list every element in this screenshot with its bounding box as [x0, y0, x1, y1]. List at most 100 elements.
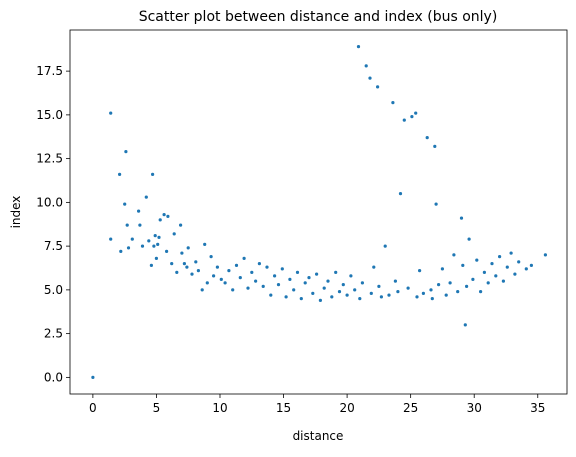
data-point [494, 274, 498, 278]
data-point [517, 260, 521, 264]
data-point [434, 202, 438, 206]
data-point [137, 209, 141, 213]
x-tick-label: 5 [153, 401, 161, 415]
data-point [209, 255, 213, 259]
data-point [205, 281, 209, 285]
y-tick-label: 15.0 [36, 108, 63, 122]
data-point [144, 195, 148, 199]
data-point [157, 235, 161, 239]
data-point [387, 293, 391, 297]
data-point [292, 288, 296, 292]
data-point [513, 272, 517, 276]
data-point [231, 288, 235, 292]
data-point [153, 234, 157, 238]
y-axis-label: index [9, 196, 23, 229]
data-point [425, 136, 429, 140]
x-axis: 0 5 10 15 20 25 30 35 [89, 394, 545, 415]
data-point [529, 263, 534, 267]
data-point [273, 274, 277, 278]
data-point [379, 295, 383, 299]
data-point [234, 263, 239, 267]
y-tick-label: 2.5 [44, 327, 63, 341]
data-point [356, 45, 361, 49]
data-point [123, 202, 127, 206]
data-point [452, 253, 456, 257]
data-point [396, 290, 400, 294]
data-point [288, 277, 292, 281]
data-point [147, 239, 151, 243]
data-point [175, 270, 179, 274]
data-point [461, 263, 465, 267]
data-point [269, 293, 273, 297]
data-point [315, 272, 319, 276]
data-point [186, 246, 190, 250]
data-point [391, 101, 395, 105]
data-point [125, 223, 129, 227]
data-point [140, 244, 145, 248]
data-point [190, 272, 194, 276]
data-point [318, 298, 322, 302]
data-point [345, 293, 349, 297]
data-point [242, 256, 246, 260]
data-point [166, 214, 170, 218]
data-point [265, 265, 269, 269]
y-tick-label: 7.5 [44, 239, 63, 253]
data-point [158, 218, 162, 222]
x-tick-label: 30 [467, 401, 482, 415]
x-tick-label: 15 [276, 401, 291, 415]
data-point [250, 270, 254, 274]
data-point [212, 274, 216, 278]
chart-title: Scatter plot between distance and index … [139, 9, 498, 25]
data-point [246, 286, 250, 290]
data-point [295, 270, 300, 274]
data-point [280, 267, 284, 271]
data-point [303, 281, 307, 285]
data-point [261, 284, 265, 288]
data-point [172, 232, 176, 236]
data-point [254, 279, 258, 283]
data-point [196, 269, 200, 273]
data-point [200, 288, 204, 292]
data-point [322, 286, 326, 290]
x-tick-label: 25 [403, 401, 418, 415]
data-point [179, 223, 183, 227]
data-point [307, 276, 311, 280]
data-point [353, 288, 357, 292]
data-points [91, 45, 548, 379]
data-point [276, 283, 281, 287]
data-point [182, 262, 186, 266]
data-point [383, 244, 387, 248]
data-point [337, 290, 342, 294]
data-point [257, 262, 261, 266]
data-point [330, 295, 334, 299]
y-axis: 0.0 2.5 5.0 7.5 10.0 12.5 15.0 17.5 [36, 64, 70, 384]
data-point [465, 284, 469, 288]
data-point [223, 281, 227, 285]
y-tick-label: 5.0 [44, 283, 63, 297]
data-point [509, 251, 513, 255]
data-point [437, 283, 441, 287]
data-point [118, 172, 122, 176]
data-point [486, 281, 490, 285]
data-point [364, 64, 368, 68]
data-point [185, 265, 189, 269]
data-point [360, 281, 364, 285]
y-tick-label: 17.5 [36, 64, 63, 78]
data-point [398, 192, 403, 196]
data-point [376, 85, 380, 89]
data-point [377, 284, 381, 288]
data-point [156, 242, 160, 246]
data-point [180, 251, 184, 255]
x-tick-label: 10 [212, 401, 227, 415]
data-point [501, 279, 505, 283]
x-tick-label: 35 [530, 401, 545, 415]
data-point [543, 253, 548, 257]
x-tick-label: 20 [339, 401, 354, 415]
data-point [227, 269, 231, 273]
data-point [479, 290, 483, 294]
data-point [433, 144, 437, 148]
data-point [393, 279, 397, 283]
data-point [341, 283, 345, 287]
